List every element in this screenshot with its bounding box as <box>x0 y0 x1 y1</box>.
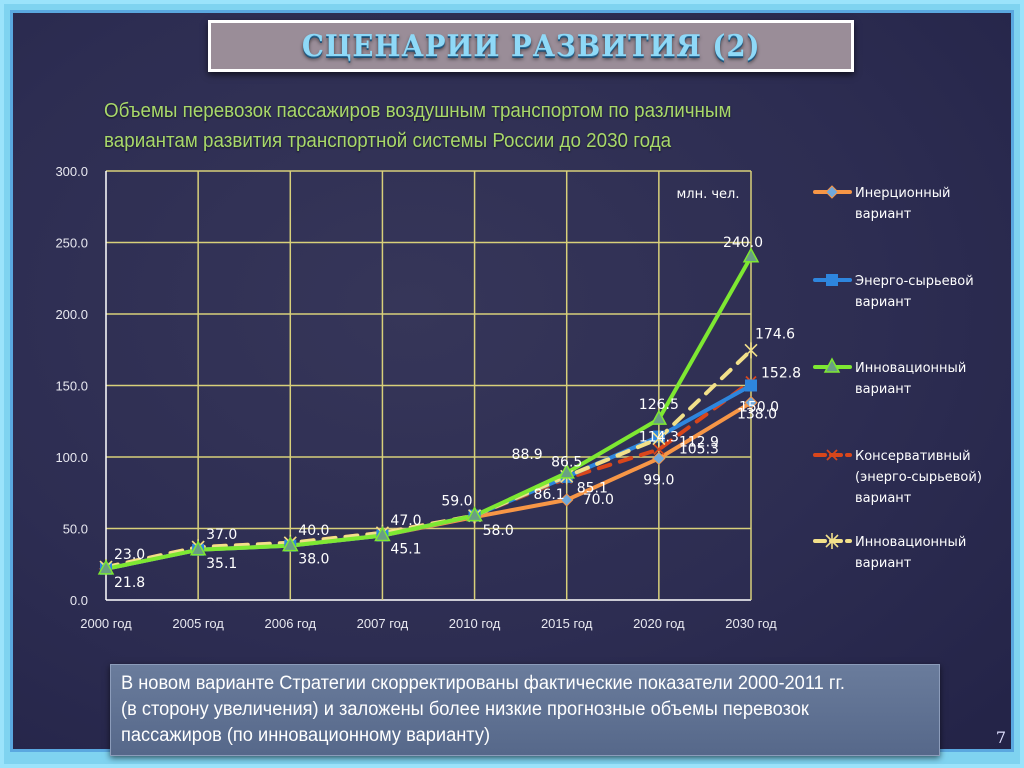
data-label: 40.0 <box>298 523 329 539</box>
data-label: 86.5 <box>551 454 582 470</box>
x-tick-label: 2015 год <box>541 616 593 631</box>
triangle-marker <box>823 357 841 373</box>
triangle-marker <box>97 559 115 575</box>
x-axis-ticks: 2000 год 2005 год 2006 год 2007 год 2010 год… <box>80 616 777 631</box>
x-marker <box>653 443 665 456</box>
data-label: 21.8 <box>114 575 145 591</box>
triangle-marker <box>374 525 391 542</box>
legend-label: Инерционный <box>855 186 950 201</box>
data-label: 38.0 <box>298 552 329 568</box>
data-label: 37.0 <box>206 527 237 543</box>
data-label: 138.0 <box>737 407 777 423</box>
star-marker <box>744 342 758 359</box>
note-text: В новом варианте Стратегии скорректирова… <box>121 671 927 749</box>
diamond-marker <box>560 493 574 507</box>
data-label: 23.0 <box>114 547 145 563</box>
y-tick-label: 250.0 <box>55 236 88 251</box>
slide-title-box: СЦЕНАРИИ РАЗВИТИЯ (2) <box>208 20 854 72</box>
y-tick-label: 200.0 <box>55 307 88 322</box>
x-tick-label: 2005 год <box>172 616 224 631</box>
data-label: 150.0 <box>739 400 779 416</box>
data-label: 85.1 <box>577 480 608 496</box>
y-tick-label: 300.0 <box>55 164 88 179</box>
data-label: 240.0 <box>723 235 763 251</box>
data-label: 126.5 <box>639 397 679 413</box>
chart-legend: Инерционный вариант Энерго-сырьевой вариант… <box>813 185 982 571</box>
legend-item: Инновационный вариант <box>813 357 966 397</box>
data-label: 99.0 <box>643 472 674 488</box>
legend-label: (энерго-сырьевой) <box>855 470 982 485</box>
subtitle-line-2: вариантам развития транспортной системы … <box>104 130 672 152</box>
unit-label: млн. чел. <box>676 187 739 202</box>
legend-label: Инновационный <box>855 361 966 376</box>
diamond-marker <box>825 185 839 199</box>
square-marker <box>745 379 757 392</box>
legend-item: Энерго-сырьевой вариант <box>813 274 974 310</box>
legend-item: Инновационный вариант <box>813 533 966 571</box>
legend-label: Консервативный <box>855 449 971 464</box>
chart-gridlines <box>105 170 752 601</box>
note-box: В новом варианте Стратегии скорректирова… <box>110 664 940 756</box>
data-label: 70.0 <box>583 492 614 508</box>
triangle-marker <box>742 247 760 263</box>
legend-item: Консервативный (энерго-сырьевой) вариант <box>813 449 982 506</box>
data-labels: 23.0 21.8 37.0 35.1 40.0 38.0 47.0 45.1 59.0 58.0… <box>114 235 801 591</box>
star-marker <box>652 430 666 447</box>
triangle-marker <box>650 409 668 425</box>
triangle-marker <box>466 506 483 522</box>
square-marker <box>826 274 838 286</box>
y-tick-label: 150.0 <box>55 379 88 394</box>
y-tick-label: 100.0 <box>55 450 88 465</box>
data-label: 174.6 <box>755 326 795 342</box>
x-tick-label: 2010 год <box>449 616 501 631</box>
x-tick-label: 2006 год <box>265 616 317 631</box>
legend-label: вариант <box>855 491 912 506</box>
slide-title: СЦЕНАРИИ РАЗВИТИЯ (2) <box>301 28 761 64</box>
legend-item: Инерционный вариант <box>813 185 950 222</box>
data-label: 58.0 <box>483 523 514 539</box>
triangle-marker <box>189 540 207 556</box>
legend-label: Энерго-сырьевой <box>855 274 974 289</box>
data-label: 45.1 <box>390 542 421 558</box>
x-tick-label: 2007 год <box>357 616 409 631</box>
x-tick-label: 2000 год <box>80 616 132 631</box>
note-line-1: В новом варианте Стратегии скорректирова… <box>121 673 845 694</box>
y-axis-ticks: 0.0 50.0 100.0 150.0 200.0 250.0 300.0 <box>55 164 88 608</box>
series-line <box>104 254 753 571</box>
note-line-2: (в сторону увеличения) и заложены более … <box>121 699 809 720</box>
data-label: 105.3 <box>679 441 719 457</box>
data-label: 35.1 <box>206 556 237 572</box>
triangle-marker <box>558 463 575 479</box>
legend-label: вариант <box>855 382 912 397</box>
legend-label: вариант <box>855 207 912 222</box>
data-label: 114.3 <box>639 430 679 446</box>
x-tick-label: 2020 год <box>633 616 685 631</box>
y-tick-label: 0.0 <box>70 593 88 608</box>
page-number: 7 <box>995 728 1006 747</box>
subtitle-line-1: Объемы перевозок пассажиров воздушным тр… <box>104 100 732 122</box>
y-tick-label: 50.0 <box>63 522 88 537</box>
data-label: 47.0 <box>390 513 421 529</box>
legend-label: вариант <box>855 295 912 310</box>
data-label: 86.1 <box>534 487 565 503</box>
diamond-marker <box>744 395 758 410</box>
data-label: 88.9 <box>512 447 543 463</box>
x-tick-label: 2030 год <box>725 616 777 631</box>
line-chart: 0.0 50.0 100.0 150.0 200.0 250.0 300.0 2000 го… <box>55 164 982 631</box>
note-line-3: пассажиров (по инновационному варианту) <box>121 725 491 746</box>
data-label: 152.8 <box>761 365 801 381</box>
star-marker <box>825 533 839 549</box>
x-marker <box>826 449 838 461</box>
data-label: 112.9 <box>679 435 719 451</box>
data-label: 59.0 <box>441 494 472 510</box>
triangle-marker <box>282 536 299 552</box>
diamond-marker <box>652 451 666 466</box>
chart-subtitle: Объемы перевозок пассажиров воздушным тр… <box>104 96 856 156</box>
legend-label: Инновационный <box>855 535 966 550</box>
legend-label: вариант <box>855 556 912 571</box>
series-line <box>104 348 753 570</box>
chart-series <box>97 247 760 576</box>
